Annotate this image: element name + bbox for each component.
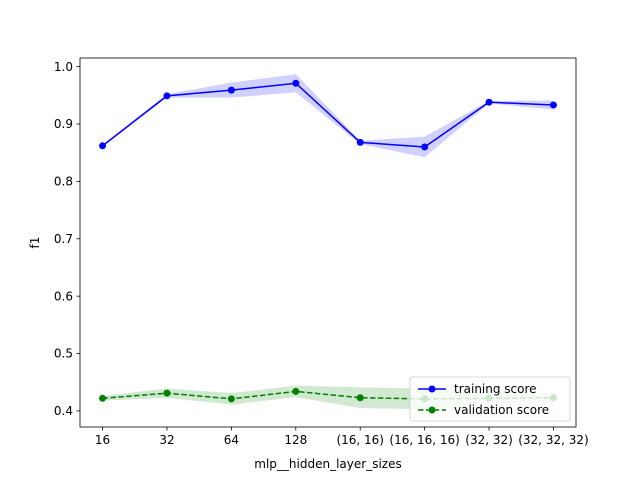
y-tick-label: 1.0: [54, 60, 73, 74]
validation-score-line: [102, 390, 554, 400]
legend-box: [409, 376, 571, 422]
validation-score-point: [356, 394, 364, 402]
x-tick-label: 64: [224, 433, 239, 447]
x-tick-label: 32: [159, 433, 174, 447]
y-tick-label: 0.4: [54, 404, 73, 418]
x-tick-label: 16: [95, 433, 110, 447]
training-score-point: [549, 101, 557, 109]
y-tick-label: 0.5: [54, 347, 73, 361]
training-score-point: [99, 142, 107, 150]
legend: training score validation score: [409, 376, 571, 422]
x-axis-label: mlp__hidden_layer_sizes: [254, 457, 401, 471]
training-score-point: [485, 98, 493, 106]
y-tick-label: 0.8: [54, 175, 73, 189]
plot-area-frame: [79, 57, 577, 428]
validation-score-point: [292, 387, 300, 395]
training-score-point: [163, 92, 171, 100]
training-score-point: [227, 86, 235, 94]
x-tick-label: 128: [284, 433, 307, 447]
legend-validation-swatch-marker: [428, 406, 436, 414]
x-axis-ticks: 16 32 64 128 (16, 16) (16, 16, 16) (32, 32) (32…: [95, 427, 589, 447]
y-tick-label: 0.9: [54, 117, 73, 131]
training-score-point: [292, 79, 300, 87]
legend-training-swatch-marker: [428, 385, 436, 393]
validation-score-point: [227, 395, 235, 403]
x-tick-label: (32, 32): [465, 433, 513, 447]
y-tick-label: 0.6: [54, 289, 73, 303]
validation-score-point: [163, 389, 171, 397]
training-score-point: [356, 138, 364, 146]
y-tick-label: 0.7: [54, 232, 73, 246]
legend-training-label: training score: [454, 382, 537, 396]
y-axis-ticks: 0.4 0.5 0.6 0.7 0.8 0.9 1.0: [54, 60, 80, 418]
validation-score-point: [99, 394, 107, 402]
x-tick-label: (32, 32, 32): [518, 433, 588, 447]
x-tick-label: (16, 16): [336, 433, 384, 447]
legend-validation-label: validation score: [454, 403, 549, 417]
y-axis-label: f1: [28, 237, 42, 249]
training-score-point: [421, 143, 429, 151]
training-score-line: [102, 82, 554, 148]
series-lines: [102, 82, 554, 400]
x-tick-label: (16, 16, 16): [389, 433, 459, 447]
